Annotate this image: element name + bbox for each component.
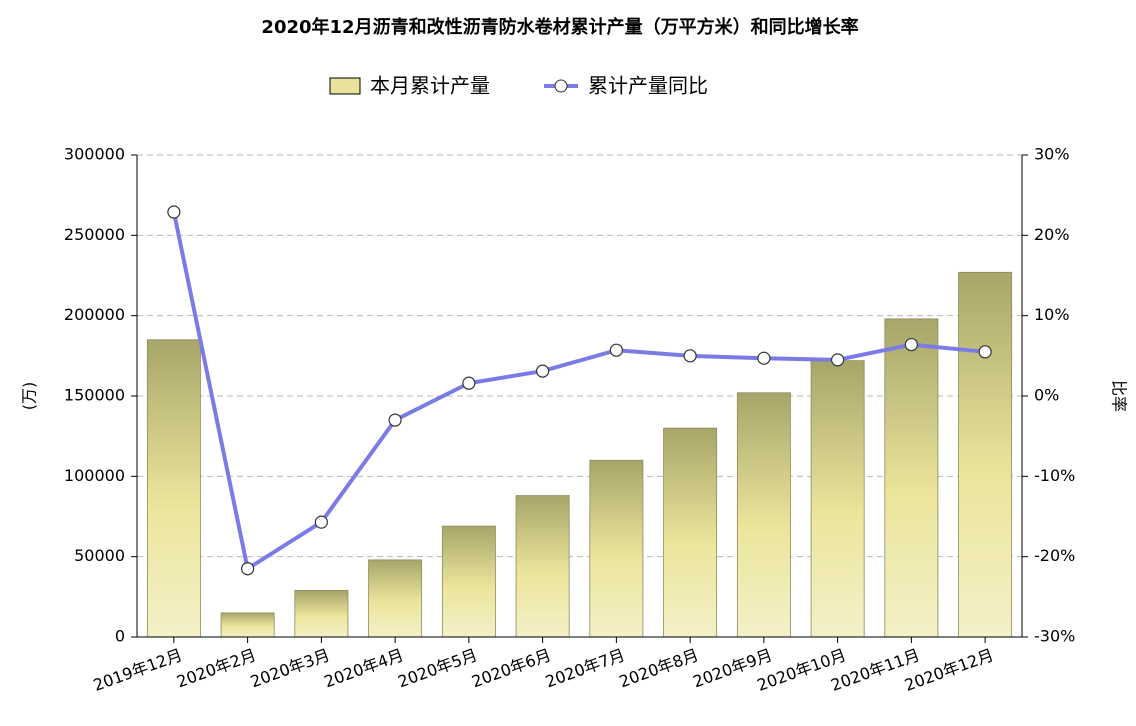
line-point [388,413,402,427]
line-point [978,345,992,359]
line-point [757,351,771,365]
y2-tick-label: -20% [1034,546,1075,565]
line-point [314,515,328,529]
y2-tick-label: 0% [1034,386,1059,405]
y-axis-label: (万) [20,382,39,411]
bar [589,459,644,638]
line-point [462,376,476,390]
x-tick-label: 2020年8月 [617,645,701,691]
line-point [831,353,845,367]
bar [663,427,718,638]
bar [441,525,496,638]
x-tick-label: 2020年2月 [174,645,258,691]
line-point [904,337,918,352]
legend: 本月累计产量 累计产量同比 [329,74,708,98]
y-tick-label: 250000 [64,225,125,244]
line-point [536,364,550,378]
y-tick-label: 0 [115,627,125,646]
x-tick-label: 2020年6月 [469,645,553,691]
y-tick-label: 150000 [64,386,125,405]
bar [884,318,939,638]
legend-marker [554,79,568,93]
line-point [241,562,255,576]
y2-tick-label: -30% [1034,627,1075,646]
y2-tick-label: 10% [1034,305,1070,324]
bar [810,360,865,638]
bar [515,495,570,638]
bar [958,271,1013,638]
y2-tick-label: 20% [1034,225,1070,244]
bar [146,339,201,638]
y-tick-label: 200000 [64,305,125,324]
bar [220,612,275,638]
x-tick-label: 2020年5月 [395,645,479,691]
legend-label: 本月累计产量 [370,74,490,98]
bar [368,559,423,638]
legend-label: 累计产量同比 [588,74,708,98]
x-tick-label: 2020年4月 [322,645,406,691]
y-tick-label: 50000 [74,546,125,565]
legend-swatch [329,77,361,95]
bar [736,392,791,638]
line [171,211,986,572]
x-tick-label: 2019年12月 [91,645,185,695]
x-tick-label: 2020年7月 [543,645,627,691]
line-point [167,205,181,219]
x-tick-label: 2020年3月 [248,645,332,691]
line-point [609,343,623,357]
chart-title: 2020年12月沥青和改性沥青防水卷材累计产量（万平方米）和同比增长率 [261,16,858,38]
bar [294,590,349,638]
y-tick-label: 100000 [64,466,125,485]
y2-tick-label: 30% [1034,145,1070,164]
y-tick-label: 300000 [64,145,125,164]
y2-axis-label: 比率 [1110,380,1129,412]
y2-tick-label: -10% [1034,466,1075,485]
line-point [683,349,697,363]
